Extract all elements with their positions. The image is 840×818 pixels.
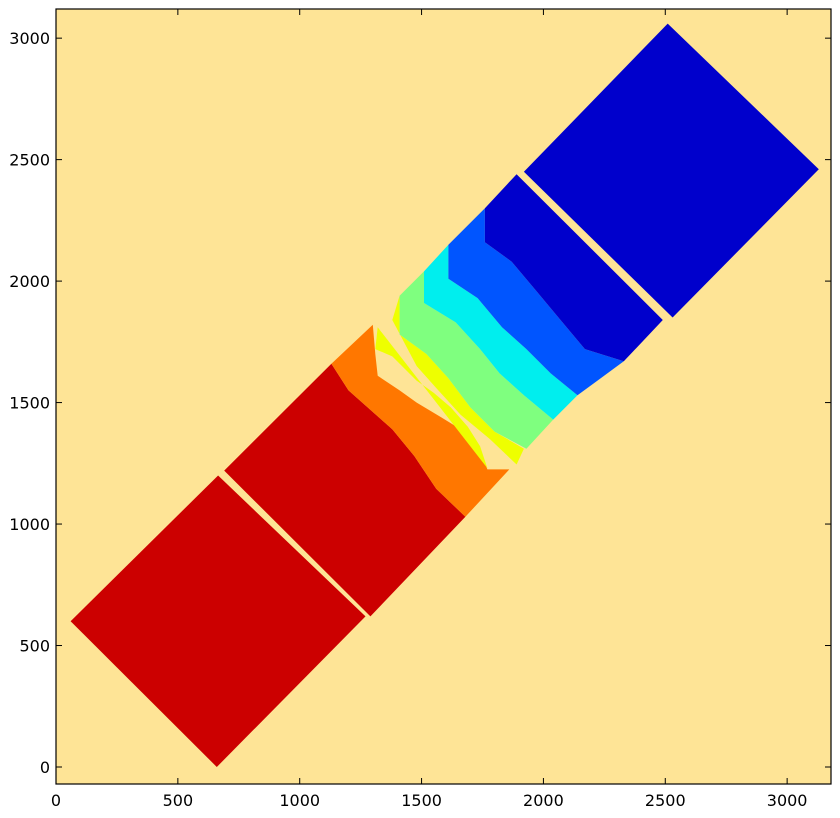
y-tick-label: 0 xyxy=(40,758,50,777)
y-tick-label: 3000 xyxy=(9,29,50,48)
y-tick-label: 1500 xyxy=(9,394,50,413)
x-tick-label: 2500 xyxy=(645,791,686,810)
contour-region-2 xyxy=(331,324,510,517)
contour-region-5 xyxy=(399,271,554,449)
contour-region-6 xyxy=(424,244,578,420)
x-tick-label: 500 xyxy=(163,791,194,810)
contour-region-0 xyxy=(70,475,366,767)
y-tick-label: 500 xyxy=(19,637,50,656)
contour-region-8 xyxy=(484,174,663,362)
x-tick-label: 2000 xyxy=(523,791,564,810)
plot-frame xyxy=(55,8,832,785)
y-tick-label: 1000 xyxy=(9,515,50,534)
y-axis: 0 500 1000 1500 2000 2500 3000 xyxy=(9,29,831,777)
y-tick-label: 2500 xyxy=(9,151,50,170)
contour-region-1 xyxy=(224,363,466,617)
x-tick-label: 0 xyxy=(51,791,61,810)
contour-region-7 xyxy=(448,208,624,396)
y-tick-label: 2000 xyxy=(9,272,50,291)
x-axis: 0 500 1000 1500 2000 2500 3000 xyxy=(51,9,808,810)
x-tick-label: 1500 xyxy=(401,791,442,810)
contour-region-9 xyxy=(523,23,819,318)
contour-region-4 xyxy=(392,295,524,465)
contour-regions xyxy=(70,23,819,767)
x-tick-label: 3000 xyxy=(767,791,808,810)
x-tick-label: 1000 xyxy=(279,791,320,810)
